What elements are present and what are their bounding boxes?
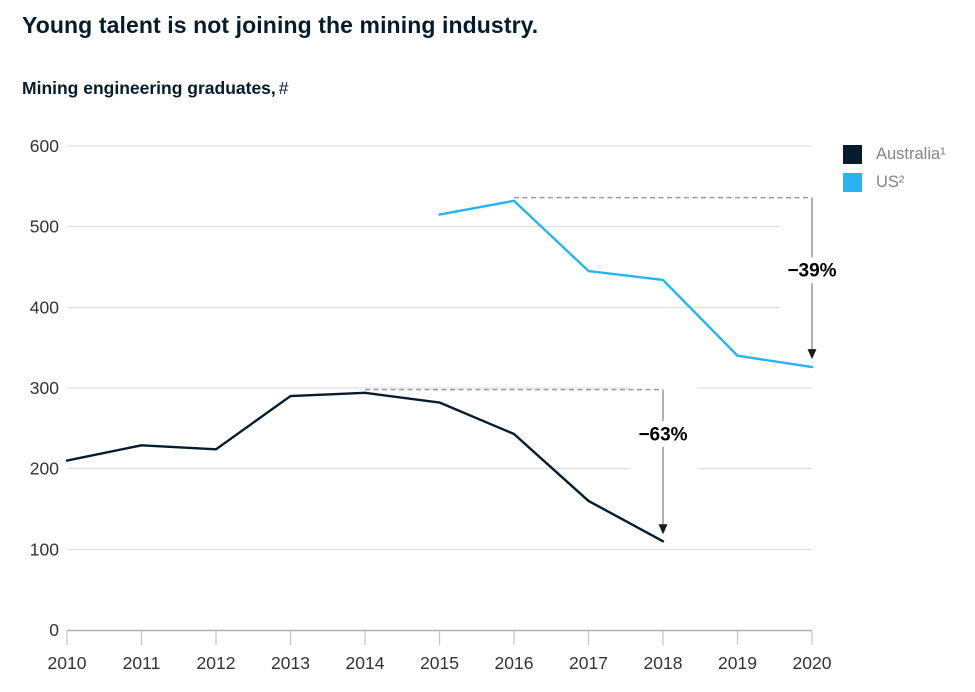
- chart-subtitle-unit: #: [278, 78, 289, 98]
- svg-text:300: 300: [30, 378, 59, 398]
- series-us: [438, 199, 814, 369]
- svg-text:100: 100: [30, 539, 59, 559]
- legend-label-us: US²: [876, 173, 905, 191]
- y-axis-labels: 0 100 200 300 400 500 600: [30, 136, 59, 640]
- svg-text:2014: 2014: [346, 653, 385, 673]
- legend-swatch-us: [843, 173, 862, 192]
- svg-text:2011: 2011: [123, 653, 161, 673]
- chart-subtitle-text: Mining engineering graduates,: [22, 78, 276, 98]
- svg-text:600: 600: [30, 136, 59, 156]
- legend-item-australia: Australia¹: [843, 145, 946, 164]
- svg-text:200: 200: [30, 459, 59, 479]
- svg-text:500: 500: [30, 217, 59, 237]
- svg-text:2015: 2015: [420, 653, 459, 673]
- legend-label-australia: Australia¹: [876, 145, 946, 163]
- legend-item-us: US²: [843, 173, 946, 192]
- annotation-minus39pct: −39%: [514, 196, 845, 360]
- svg-text:400: 400: [30, 297, 59, 317]
- svg-text:2019: 2019: [718, 653, 757, 673]
- svg-text:2017: 2017: [569, 653, 608, 673]
- svg-text:2020: 2020: [793, 653, 832, 673]
- annotation-label: −63%: [638, 424, 687, 445]
- svg-text:2012: 2012: [197, 653, 236, 673]
- svg-text:0: 0: [49, 620, 59, 640]
- gridlines: [67, 145, 812, 550]
- annotation-label: −39%: [787, 261, 836, 282]
- x-axis: 2010 2011 2012 2013 2014 2015 2016 2017 2018 2019…: [48, 629, 832, 673]
- svg-text:2010: 2010: [48, 653, 87, 673]
- svg-text:2018: 2018: [644, 653, 683, 673]
- legend: Australia¹ US²: [843, 145, 946, 201]
- annotation-minus63pct: −63%: [365, 388, 696, 535]
- chart-subtitle: Mining engineering graduates, #: [22, 78, 289, 99]
- legend-swatch-australia: [843, 145, 862, 164]
- chart-title: Young talent is not joining the mining i…: [22, 12, 539, 38]
- svg-text:2016: 2016: [495, 653, 534, 673]
- series-australia: [65, 391, 665, 543]
- svg-text:2013: 2013: [271, 653, 310, 673]
